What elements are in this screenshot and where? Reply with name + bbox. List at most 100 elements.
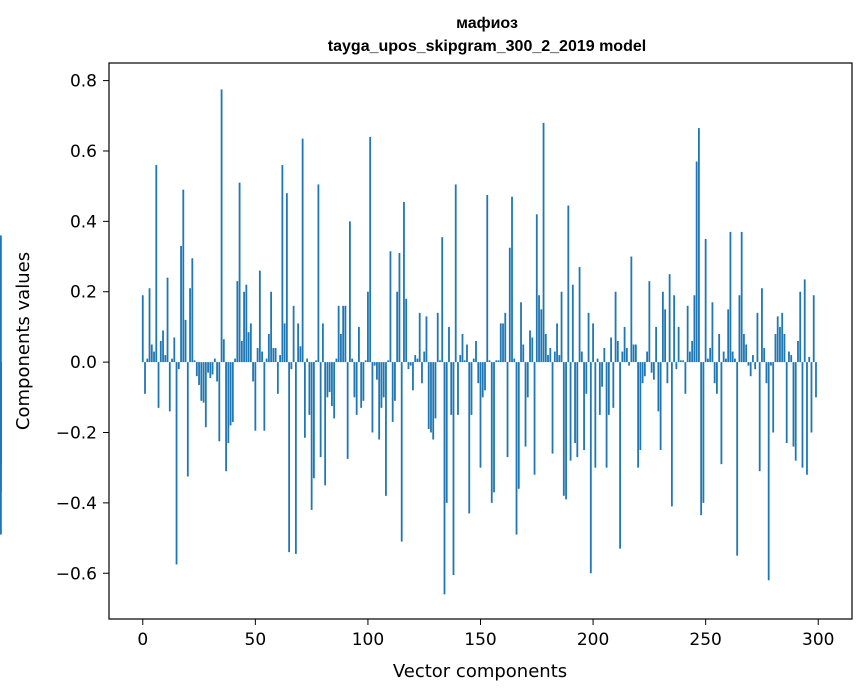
bar [542,122,545,363]
bar [321,323,324,363]
bar [258,270,261,363]
bar [427,362,430,429]
y-tick-label: 0.0 [70,353,97,373]
bar [747,362,750,366]
bar [749,362,752,377]
bar [267,333,270,363]
bar [184,319,187,363]
bar [740,231,743,363]
bar-series [0,89,817,595]
x-tick-label: 250 [689,630,721,650]
bar [603,348,606,363]
bar [202,362,205,403]
bar [378,362,381,440]
x-tick-label: 300 [802,630,834,650]
bar [738,295,741,363]
bar [513,358,516,363]
bar [637,362,640,468]
bar [495,360,498,363]
bar [477,362,480,384]
bar [628,362,630,366]
bar [693,295,696,363]
bar [767,362,770,581]
bar [432,362,435,440]
bar [585,362,588,394]
bar [463,360,466,363]
bar [623,326,626,363]
bar [454,184,457,363]
bar [643,362,646,377]
bar [526,362,529,398]
bar [648,281,651,363]
bar [371,362,374,433]
bar [358,326,360,363]
bar [517,362,520,489]
bar [292,305,295,363]
bar [439,360,441,363]
bar [396,291,399,363]
bar [560,291,563,363]
bar [587,312,590,363]
bar [281,165,284,363]
bar [209,362,212,378]
bar [698,128,700,363]
bar [801,362,804,468]
bar [279,355,282,363]
bar [535,214,538,363]
bar [204,362,207,428]
bar [272,348,275,363]
bar [472,358,475,363]
bar [657,362,660,412]
bar [574,362,576,444]
bar [270,291,273,363]
bar [614,291,617,363]
bar [612,362,615,408]
bar [632,344,635,363]
bar [702,362,705,503]
bar [499,323,502,363]
bar [263,362,266,431]
bar [191,258,194,363]
bar [668,274,671,363]
bar [772,362,775,433]
bar [247,332,250,363]
bar [634,344,637,363]
bar [141,295,144,363]
bar [362,362,365,401]
bar [803,279,806,363]
bar [551,362,554,454]
bar [436,312,439,363]
bar [351,358,354,363]
bar [583,362,585,451]
bar [589,362,592,574]
bar [240,341,243,363]
bar [245,284,248,363]
bar [601,362,603,387]
bar [355,362,358,415]
bar [222,339,225,363]
bar [441,237,444,363]
bar [779,326,781,363]
bar [189,288,191,363]
bar [758,362,761,472]
bar [274,348,277,363]
bar [234,358,236,363]
bar [364,360,367,363]
bar [412,362,414,391]
y-tick-label: 0.4 [70,212,97,232]
bar [346,362,349,459]
bar [621,351,624,363]
bar [157,362,160,408]
y-tick-label: −0.6 [56,564,97,584]
bar [430,362,432,433]
bar [571,284,574,363]
bar [594,362,597,468]
bar [785,362,788,444]
x-tick-label: 50 [245,630,267,650]
bar [610,337,612,363]
bar [761,288,763,363]
bar [0,362,2,405]
bar [547,355,549,363]
bar [331,362,333,407]
